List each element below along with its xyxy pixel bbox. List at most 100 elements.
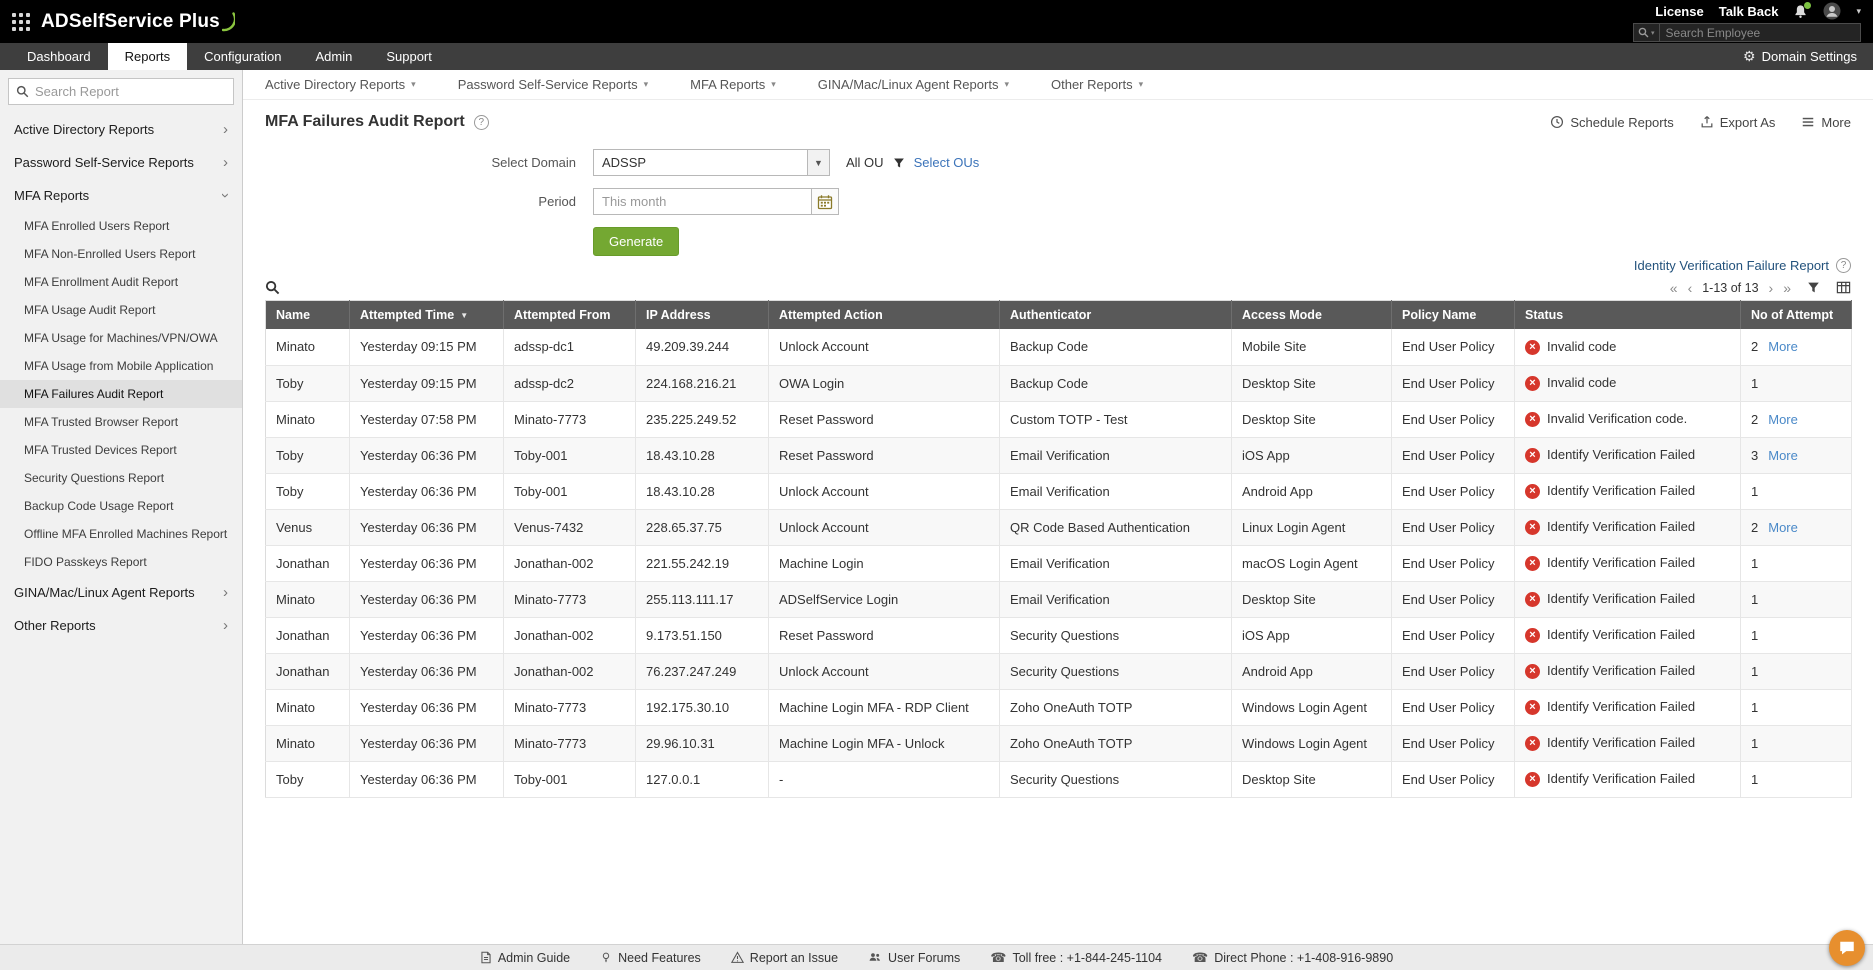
column-header-attempted-time[interactable]: Attempted Time ▼ — [349, 300, 504, 329]
talkback-link[interactable]: Talk Back — [1718, 3, 1779, 19]
first-page-button[interactable]: « — [1669, 279, 1678, 296]
table-row[interactable]: Minato Yesterday 09:15 PM adssp-dc1 49.209.… — [265, 329, 1852, 366]
column-header-policy-name[interactable]: Policy Name — [1391, 300, 1515, 329]
calendar-icon[interactable] — [812, 188, 839, 215]
sidebar-section-gina-mac-linux-agent-reports[interactable]: GINA/Mac/Linux Agent Reports › — [0, 576, 242, 609]
domain-settings-button[interactable]: ⚙ Domain Settings — [1743, 43, 1857, 70]
sidebar-section-active-directory-reports[interactable]: Active Directory Reports › — [0, 113, 242, 146]
ou-filter-icon[interactable] — [893, 157, 905, 169]
sidebar-item-fido-passkeys-report[interactable]: FIDO Passkeys Report — [24, 555, 147, 569]
sidebar-item-mfa-failures-audit-report[interactable]: MFA Failures Audit Report — [0, 380, 242, 408]
more-link[interactable]: More — [1768, 519, 1798, 535]
notifications-bell-icon[interactable] — [1793, 1, 1812, 19]
tab-reports[interactable]: Reports — [107, 43, 188, 70]
cell-attempts: 1 — [1740, 545, 1852, 582]
sidebar-section-mfa-reports[interactable]: MFA Reports › — [0, 179, 242, 212]
sidebar-section-password-self-service-reports[interactable]: Password Self-Service Reports › — [0, 146, 242, 179]
column-header-status[interactable]: Status — [1514, 300, 1741, 329]
tab-configuration[interactable]: Configuration — [204, 49, 282, 64]
sidebar-item-mfa-enrolled-users-report[interactable]: MFA Enrolled Users Report — [24, 219, 170, 233]
sidebar-item-backup-code-usage-report[interactable]: Backup Code Usage Report — [24, 499, 174, 513]
export-as-button[interactable]: Export As — [1700, 115, 1775, 130]
table-row[interactable]: Jonathan Yesterday 06:36 PM Jonathan-002 9.… — [265, 617, 1852, 654]
employee-search-box[interactable]: ▾ — [1633, 23, 1861, 42]
last-page-button[interactable]: » — [1783, 279, 1791, 296]
menu-mfa-reports[interactable]: MFA Reports ▾ — [690, 77, 776, 92]
next-page-button[interactable]: › — [1768, 279, 1774, 296]
toll-free-link[interactable]: ☎ Toll free : +1-844-245-1104 — [990, 951, 1162, 965]
sidebar-item-mfa-enrollment-audit-report[interactable]: MFA Enrollment Audit Report — [24, 275, 179, 289]
table-row[interactable]: Jonathan Yesterday 06:36 PM Jonathan-002 22… — [265, 545, 1852, 582]
table-row[interactable]: Minato Yesterday 06:36 PM Minato-7773 29.96… — [265, 725, 1852, 762]
prev-page-button[interactable]: ‹ — [1687, 279, 1693, 296]
generate-button[interactable]: Generate — [593, 227, 680, 256]
domain-select[interactable]: ADSSP ▼ — [593, 149, 830, 176]
table-row[interactable]: Toby Yesterday 06:36 PM Toby-001 18.43.10.2… — [265, 473, 1852, 510]
table-row[interactable]: Toby Yesterday 06:36 PM Toby-001 127.0.0.1-… — [265, 761, 1852, 798]
apps-grid-icon[interactable] — [12, 12, 30, 31]
table-row[interactable]: Minato Yesterday 06:36 PM Minato-7773 255.1… — [265, 581, 1852, 618]
help-icon[interactable]: ? — [473, 114, 489, 130]
table-row[interactable]: Toby Yesterday 06:36 PM Toby-001 18.43.10.2… — [265, 437, 1852, 474]
sidebar-item-mfa-trusted-devices-report[interactable]: MFA Trusted Devices Report — [24, 443, 177, 457]
report-search-box[interactable] — [8, 78, 234, 105]
user-forums-link[interactable]: User Forums — [868, 951, 960, 965]
table-row[interactable]: Toby Yesterday 09:15 PM adssp-dc2 224.168.2… — [265, 365, 1852, 402]
table-search-icon[interactable] — [265, 280, 280, 295]
employee-search-input[interactable] — [1659, 25, 1860, 40]
column-header-name[interactable]: Name — [265, 300, 350, 329]
table-row[interactable]: Minato Yesterday 06:36 PM Minato-7773 192.1… — [265, 689, 1852, 726]
license-link[interactable]: License — [1655, 3, 1704, 19]
menu-password-self-service-reports[interactable]: Password Self-Service Reports ▾ — [458, 77, 648, 92]
column-header-attempted-action[interactable]: Attempted Action — [768, 300, 1000, 329]
column-header-ip-address[interactable]: IP Address — [635, 300, 769, 329]
need-features-link[interactable]: Need Features — [600, 951, 701, 965]
sidebar-item-mfa-usage-for-machines-vpn-owa[interactable]: MFA Usage for Machines/VPN/OWA — [24, 331, 218, 345]
period-input[interactable] — [593, 188, 812, 215]
sidebar-item-security-questions-report[interactable]: Security Questions Report — [24, 471, 165, 485]
column-header-no-of-attempt[interactable]: No of Attempt — [1740, 300, 1852, 329]
cell-status: × Identify Verification Failed — [1514, 725, 1741, 762]
menu-active-directory-reports[interactable]: Active Directory Reports ▾ — [265, 77, 416, 92]
menu-other-reports[interactable]: Other Reports ▾ — [1051, 77, 1143, 92]
chat-support-button[interactable] — [1829, 930, 1865, 966]
cell-action: ADSelfService Login — [768, 581, 1000, 618]
tab-support[interactable]: Support — [386, 49, 432, 64]
table-row[interactable]: Venus Yesterday 06:36 PM Venus-7432 228.65.… — [265, 509, 1852, 546]
tab-dashboard[interactable]: Dashboard — [27, 49, 91, 64]
domain-settings-label: Domain Settings — [1761, 49, 1857, 64]
user-avatar[interactable] — [1823, 2, 1841, 20]
sidebar-item-mfa-trusted-browser-report[interactable]: MFA Trusted Browser Report — [24, 415, 179, 429]
direct-phone-link[interactable]: ☎ Direct Phone : +1-408-916-9890 — [1192, 951, 1393, 965]
sidebar-item-offline-mfa-enrolled-machines-report[interactable]: Offline MFA Enrolled Machines Report — [24, 527, 228, 541]
report-search-input[interactable] — [35, 84, 226, 99]
cell-mode: Desktop Site — [1231, 401, 1392, 438]
admin-guide-link[interactable]: Admin Guide — [480, 951, 570, 965]
select-ous-link[interactable]: Select OUs — [913, 155, 980, 170]
identity-verification-failure-report-link[interactable]: Identity Verification Failure Report — [1633, 258, 1829, 273]
sidebar-item-mfa-usage-from-mobile-application[interactable]: MFA Usage from Mobile Application — [24, 359, 214, 373]
sidebar-item-mfa-usage-audit-report[interactable]: MFA Usage Audit Report — [24, 303, 156, 317]
sidebar-item-mfa-non-enrolled-users-report[interactable]: MFA Non-Enrolled Users Report — [24, 247, 196, 261]
column-header-authenticator[interactable]: Authenticator — [999, 300, 1232, 329]
more-link[interactable]: More — [1768, 339, 1798, 355]
status-text: Identify Verification Failed — [1547, 698, 1696, 714]
more-button[interactable]: More — [1801, 115, 1851, 130]
sidebar-section-other-reports[interactable]: Other Reports › — [0, 609, 242, 642]
report-an-issue-link[interactable]: Report an Issue — [730, 951, 838, 965]
chevron-right-icon: › — [223, 584, 228, 601]
user-menu-caret-icon[interactable]: ▾ — [1856, 5, 1861, 16]
filter-icon[interactable] — [1807, 281, 1820, 294]
cell-attempts: 2 More — [1740, 509, 1852, 546]
menu-gina-mac-linux-agent-reports[interactable]: GINA/Mac/Linux Agent Reports ▾ — [818, 77, 1009, 92]
tab-admin[interactable]: Admin — [315, 49, 353, 64]
column-header-attempted-from[interactable]: Attempted From — [503, 300, 636, 329]
column-chooser-icon[interactable] — [1836, 280, 1851, 295]
more-link[interactable]: More — [1768, 411, 1798, 427]
table-row[interactable]: Jonathan Yesterday 06:36 PM Jonathan-002 76… — [265, 653, 1852, 690]
column-header-access-mode[interactable]: Access Mode — [1231, 300, 1392, 329]
table-row[interactable]: Minato Yesterday 07:58 PM Minato-7773 235.2… — [265, 401, 1852, 438]
schedule-reports-button[interactable]: Schedule Reports — [1550, 115, 1674, 130]
more-link[interactable]: More — [1768, 447, 1798, 463]
help-icon[interactable]: ? — [1836, 258, 1851, 273]
